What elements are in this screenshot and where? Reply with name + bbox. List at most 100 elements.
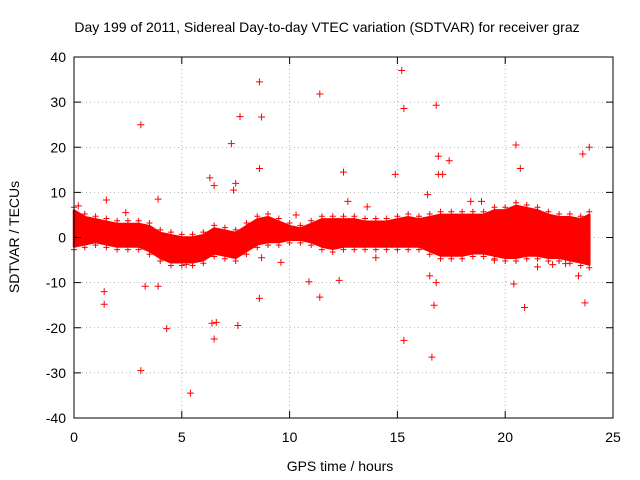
- band-edge-point: [362, 246, 369, 253]
- band-edge-point: [351, 246, 358, 253]
- data-point: [234, 321, 242, 329]
- data-point: [516, 164, 524, 172]
- band-edge-point: [200, 229, 207, 236]
- band-edge-point: [586, 208, 593, 215]
- data-point: [534, 263, 542, 271]
- data-point: [255, 294, 263, 302]
- y-tick-label: 40: [50, 49, 66, 65]
- band-edge-point: [372, 215, 379, 222]
- band-edge-point: [394, 213, 401, 220]
- band-edge-point: [340, 213, 347, 220]
- data-point: [255, 164, 263, 172]
- data-point: [428, 353, 436, 361]
- data-point: [137, 121, 145, 129]
- data-point: [344, 197, 352, 205]
- band-edge-point: [254, 213, 261, 220]
- band-edge-point: [577, 213, 584, 220]
- data-point: [521, 303, 529, 311]
- y-tick-label: -30: [46, 365, 66, 381]
- band-edge-point: [308, 242, 315, 249]
- data-point: [490, 256, 498, 264]
- data-point: [258, 254, 266, 262]
- band-edge-point: [329, 248, 336, 255]
- band-edge-point: [114, 217, 121, 224]
- band-edge-point: [221, 255, 228, 262]
- band-edge-point: [286, 220, 293, 227]
- band-edge-point: [491, 204, 498, 211]
- data-point: [316, 90, 324, 98]
- data-point: [434, 152, 442, 160]
- data-point: [277, 258, 285, 266]
- band-edge-point: [81, 244, 88, 251]
- data-point: [549, 261, 557, 269]
- band-edge-point: [254, 244, 261, 251]
- data-point: [372, 254, 380, 262]
- data-point: [575, 272, 583, 280]
- band-edge-point: [92, 242, 99, 249]
- band-edge-point: [275, 242, 282, 249]
- band-edge-point: [405, 211, 412, 218]
- data-point: [206, 174, 214, 182]
- band-edge-point: [545, 257, 552, 264]
- band-edge-point: [103, 244, 110, 251]
- x-tick-label: 0: [70, 429, 78, 445]
- band-edge-point: [534, 204, 541, 211]
- y-tick-label: -10: [46, 275, 66, 291]
- data-band: [71, 199, 593, 271]
- data-point: [154, 282, 162, 290]
- band-edge-point: [480, 253, 487, 260]
- band-edge-point: [586, 264, 593, 271]
- band-edge-point: [200, 260, 207, 267]
- data-point: [439, 170, 447, 178]
- data-point: [227, 140, 235, 148]
- band-edge-point: [415, 213, 422, 220]
- data-point: [316, 293, 324, 301]
- data-point: [432, 101, 440, 109]
- band-edge-point: [189, 262, 196, 269]
- data-point: [141, 282, 149, 290]
- band-edge-point: [243, 220, 250, 227]
- band-edge-point: [286, 239, 293, 246]
- band-edge-point: [146, 251, 153, 258]
- data-point: [426, 272, 434, 280]
- band-edge-point: [502, 257, 509, 264]
- data-point: [210, 335, 218, 343]
- band-edge-point: [81, 211, 88, 218]
- data-points: [74, 67, 593, 397]
- data-point: [467, 197, 475, 205]
- band-edge-point: [318, 246, 325, 253]
- data-point: [445, 157, 453, 165]
- data-point: [137, 367, 145, 375]
- y-tick-label: 10: [50, 184, 66, 200]
- axis-ticks: -40 -30 -20 -10 0 10 20 30 40 0 5 10 15 20 25: [46, 49, 621, 445]
- band-edge-point: [556, 257, 563, 264]
- band-edge-point: [114, 246, 121, 253]
- band-edge-point: [556, 211, 563, 218]
- band-edge-point: [211, 253, 218, 260]
- band-edge-point: [534, 255, 541, 262]
- band-edge-point: [135, 217, 142, 224]
- band-edge-point: [459, 208, 466, 215]
- data-point: [432, 279, 440, 287]
- x-tick-label: 25: [605, 429, 621, 445]
- x-tick-label: 5: [178, 429, 186, 445]
- data-point: [163, 325, 171, 333]
- band-edge-point: [178, 262, 185, 269]
- data-point: [208, 319, 216, 327]
- band-edge-point: [372, 246, 379, 253]
- y-tick-label: -20: [46, 320, 66, 336]
- data-point: [255, 78, 263, 86]
- band-edge-point: [211, 222, 218, 229]
- x-tick-label: 10: [282, 429, 298, 445]
- data-point: [102, 196, 110, 204]
- band-edge-point: [168, 229, 175, 236]
- data-point: [232, 179, 240, 187]
- band-edge-point: [502, 204, 509, 211]
- data-point: [74, 202, 82, 210]
- band-edge-point: [437, 255, 444, 262]
- data-point: [585, 143, 593, 151]
- data-point: [424, 191, 432, 199]
- y-tick-label: 20: [50, 139, 66, 155]
- band-edge-point: [469, 208, 476, 215]
